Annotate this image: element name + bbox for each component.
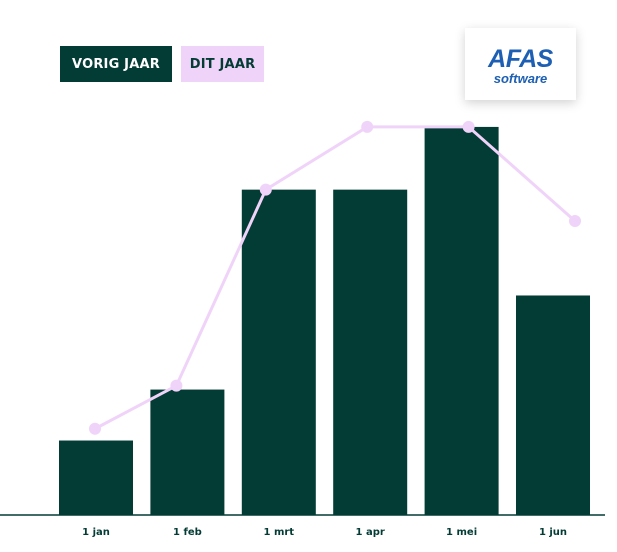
bar-4 xyxy=(424,126,499,516)
line-point-5 xyxy=(569,215,581,227)
line-series-group xyxy=(89,120,581,435)
legend-previous-year: VORIG JAAR xyxy=(60,46,172,82)
x-tick-label: 1 jun xyxy=(539,527,567,538)
afas-logo: AFAS software xyxy=(465,28,576,100)
bar-3 xyxy=(333,189,408,515)
x-tick-label: 1 mrt xyxy=(264,527,295,538)
line-point-4 xyxy=(462,120,475,133)
x-tick-label: 1 jan xyxy=(82,527,110,538)
bar-1 xyxy=(150,389,225,515)
x-tick-label: 1 apr xyxy=(356,527,385,538)
x-tick-labels: 1 jan 1 feb 1 mrt 1 apr 1 mei 1 jun xyxy=(82,527,567,538)
logo-tagline: software xyxy=(493,71,548,86)
bar-2 xyxy=(241,189,316,515)
x-tick-label: 1 mei xyxy=(446,527,477,538)
line-point-3 xyxy=(361,120,374,133)
line-point-2 xyxy=(259,183,272,196)
line-point-1 xyxy=(170,379,183,392)
line-path xyxy=(94,125,576,431)
bar-0 xyxy=(59,440,133,515)
bar-5 xyxy=(516,295,590,515)
legend-this-year: DIT JAAR xyxy=(181,46,264,82)
logo-brand: AFAS xyxy=(488,45,553,73)
line-point-0 xyxy=(89,422,101,435)
x-tick-label: 1 feb xyxy=(173,527,202,538)
bars-group xyxy=(59,126,590,516)
